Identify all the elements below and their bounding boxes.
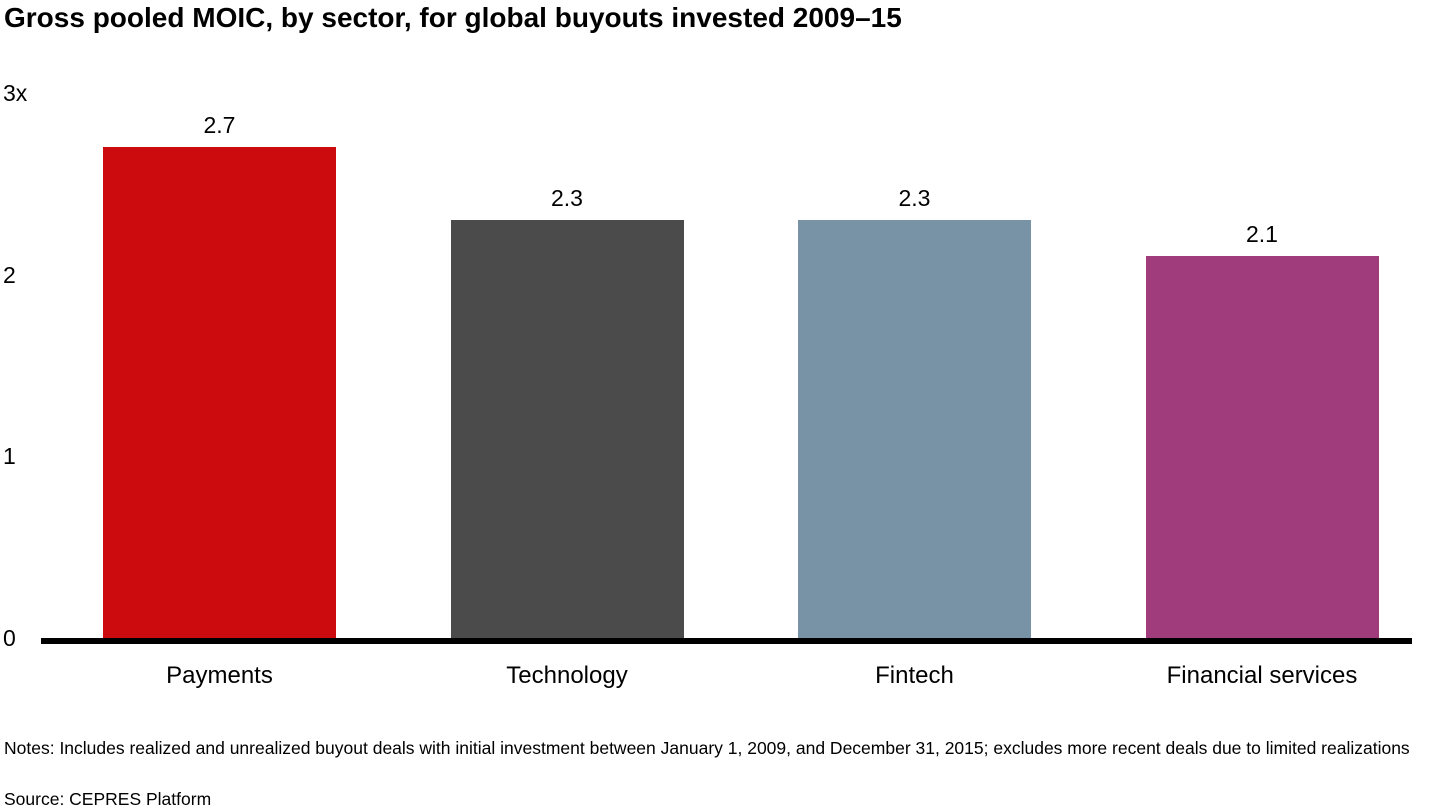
bar-value-label: 2.1 (1246, 221, 1278, 248)
bar-technology (450, 220, 684, 638)
bar-group-technology: 2.3 Technology (450, 0, 684, 689)
bar-value-label: 2.3 (898, 185, 931, 212)
x-axis-baseline (41, 638, 1412, 644)
y-axis-tick-1: 1 (3, 443, 16, 470)
bar-fintech (798, 220, 1031, 638)
bar-group-financial-services: 2.1 Financial services (1145, 0, 1379, 689)
chart-source: Source: CEPRES Platform (4, 789, 212, 809)
chart-title: Gross pooled MOIC, by sector, for global… (4, 2, 902, 33)
bar-value-label: 2.3 (551, 185, 583, 212)
y-axis-tick-2: 2 (3, 261, 16, 288)
bar-payments (103, 147, 336, 638)
category-label-fintech: Fintech (875, 662, 954, 689)
bar-value-label: 2.7 (203, 112, 236, 139)
bar-financial-services (1145, 256, 1379, 638)
chart-notes: Notes: Includes realized and unrealized … (4, 738, 1410, 758)
category-label-financial-services: Financial services (1166, 662, 1358, 689)
bar-group-fintech: 2.3 Fintech (798, 0, 1031, 689)
y-axis-tick-3x: 3x (3, 79, 28, 106)
bar-group-payments: 2.7 Payments (103, 0, 336, 689)
y-axis-tick-0: 0 (3, 625, 16, 651)
category-label-technology: Technology (506, 662, 628, 689)
category-label-payments: Payments (166, 662, 273, 689)
